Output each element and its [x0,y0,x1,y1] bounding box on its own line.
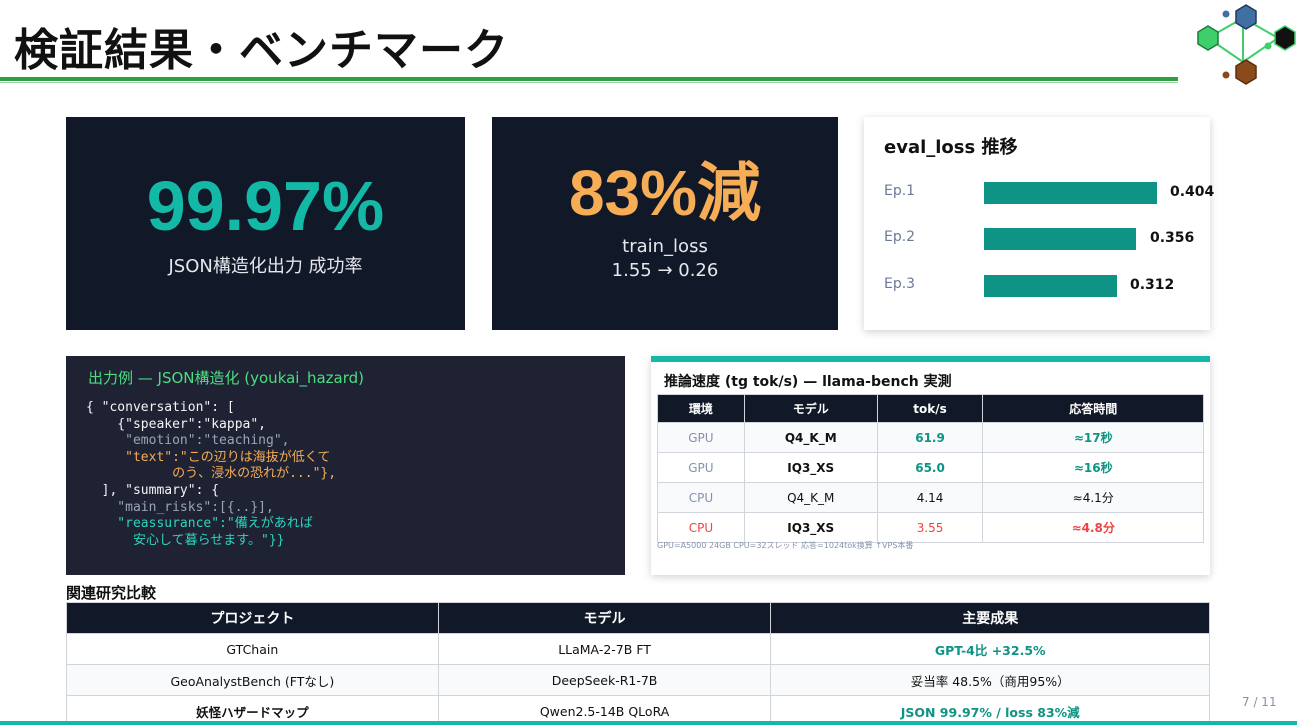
eval-loss-epoch-label: Ep.2 [884,229,916,245]
json-output-example-card: 出力例 — JSON構造化 (youkai_hazard) { "convers… [66,356,625,575]
table-header-row: プロジェクト モデル 主要成果 [66,602,1210,634]
code-line: のう、浸水の恐れが..."}, [86,466,337,482]
model-cell: LLaMA-2-7B FT [437,633,772,665]
table-row: CPU IQ3_XS 3.55 ≈4.8分 [657,512,1204,543]
env-cell: GPU [657,452,745,483]
model-cell: IQ3_XS [743,452,878,483]
inference-speed-card: 推論速度 (tg tok/s) — llama-bench 実測 環境 モデル … [651,356,1210,575]
table-header-row: 環境 モデル tok/s 応答時間 [657,394,1204,423]
model-cell: Q4_K_M [743,422,878,453]
tps-cell: 61.9 [876,422,984,453]
slide-title: 検証結果・ベンチマーク [14,25,509,76]
time-cell: ≈4.1分 [982,482,1204,513]
kpi-label: train_loss 1.55 → 0.26 [612,235,719,283]
table-row: GPU Q4_K_M 61.9 ≈17秒 [657,422,1204,453]
eval-loss-epoch-label: Ep.1 [884,183,916,199]
bottom-accent-bar [0,721,1297,725]
eval-loss-bar [984,228,1136,250]
code-line: "text":"この辺りは海抜が低くて [86,449,331,465]
kpi-card-train-loss: 83%減 train_loss 1.55 → 0.26 [492,117,838,330]
eval-loss-value: 0.356 [1150,230,1195,246]
related-research-title: 関連研究比較 [66,584,157,602]
hexagon-network-logo-icon [1197,4,1296,85]
code-line: {"speaker":"kappa", [86,416,267,432]
inference-speed-title: 推論速度 (tg tok/s) — llama-bench 実測 [664,374,952,390]
code-example-title: 出力例 — JSON構造化 (youkai_hazard) [88,369,365,387]
table-row: CPU Q4_K_M 4.14 ≈4.1分 [657,482,1204,513]
eval-loss-row: Ep.3 0.312 [884,275,1214,297]
kpi-label: JSON構造化出力 成功率 [168,255,363,277]
tps-cell: 3.55 [876,512,984,543]
tps-cell: 65.0 [876,452,984,483]
env-cell: GPU [657,422,745,453]
env-cell: CPU [657,512,745,543]
page-number: 7 / 11 [1242,695,1277,709]
eval-loss-row: Ep.1 0.404 [884,182,1214,204]
eval-loss-epoch-label: Ep.3 [884,276,916,292]
code-line: { "conversation": [ [86,400,235,415]
inference-speed-table: 環境 モデル tok/s 応答時間 GPU Q4_K_M 61.9 ≈17秒 G… [657,394,1204,543]
model-cell: DeepSeek-R1-7B [437,664,772,696]
column-header: 環境 [657,394,745,423]
kpi-label-sub: 1.55 → 0.26 [611,259,719,281]
env-cell: CPU [657,482,745,513]
eval-loss-value: 0.312 [1130,277,1175,293]
project-cell: 妖怪ハザードマップ [66,695,439,725]
code-line: "emotion":"teaching", [86,433,290,449]
table-row: 妖怪ハザードマップ Qwen2.5-14B QLoRA JSON 99.97% … [66,695,1210,725]
inference-speed-footnote: GPU=A5000 24GB CPU=32スレッド 応答=1024tok換算 ↑… [657,541,914,550]
column-header: 主要成果 [770,602,1210,634]
eval-loss-bar [984,182,1157,204]
eval-loss-value: 0.404 [1170,184,1215,200]
eval-loss-row: Ep.2 0.356 [884,228,1214,250]
eval-loss-card: eval_loss 推移 Ep.1 0.404 Ep.2 0.356 Ep.3 … [864,117,1214,330]
title-underline [0,77,1178,81]
column-header: tok/s [876,394,984,423]
column-header: 応答時間 [982,394,1204,423]
project-cell: GeoAnalystBench (FTなし) [66,664,439,696]
table-row: GTChain LLaMA-2-7B FT GPT-4比 +32.5% [66,633,1210,665]
eval-loss-bar [984,275,1117,297]
related-research-table: プロジェクト モデル 主要成果 GTChain LLaMA-2-7B FT GP… [66,602,1210,725]
result-cell: JSON 99.97% / loss 83%減 [770,695,1210,725]
code-block: { "conversation": [ {"speaker":"kappa", … [86,400,336,549]
time-cell: ≈17秒 [982,422,1204,453]
column-header: モデル [437,602,772,634]
result-cell: 妥当率 48.5%（商用95%） [770,664,1210,696]
kpi-value: 83%減 [568,156,762,229]
kpi-value: 99.97% [146,166,385,245]
code-line: ], "summary": { [86,482,220,498]
kpi-card-json-success: 99.97% JSON構造化出力 成功率 [66,117,465,330]
result-cell: GPT-4比 +32.5% [770,633,1210,665]
eval-loss-title: eval_loss 推移 [884,137,1018,158]
code-line: 安心して暮らせます。"}} [86,532,285,548]
table-row: GeoAnalystBench (FTなし) DeepSeek-R1-7B 妥当… [66,664,1210,696]
time-cell: ≈16秒 [982,452,1204,483]
time-cell: ≈4.8分 [982,512,1204,543]
code-line: "reassurance":"備えがあれば [86,516,313,532]
code-line: "main_risks":[{..}], [86,499,274,515]
table-row: GPU IQ3_XS 65.0 ≈16秒 [657,452,1204,483]
kpi-label-main: train_loss [622,235,708,257]
tps-cell: 4.14 [876,482,984,513]
title-underline-thin [0,82,1178,83]
column-header: モデル [743,394,878,423]
project-cell: GTChain [66,633,439,665]
column-header: プロジェクト [66,602,439,634]
model-cell: Qwen2.5-14B QLoRA [437,695,772,725]
model-cell: IQ3_XS [743,512,878,543]
model-cell: Q4_K_M [743,482,878,513]
